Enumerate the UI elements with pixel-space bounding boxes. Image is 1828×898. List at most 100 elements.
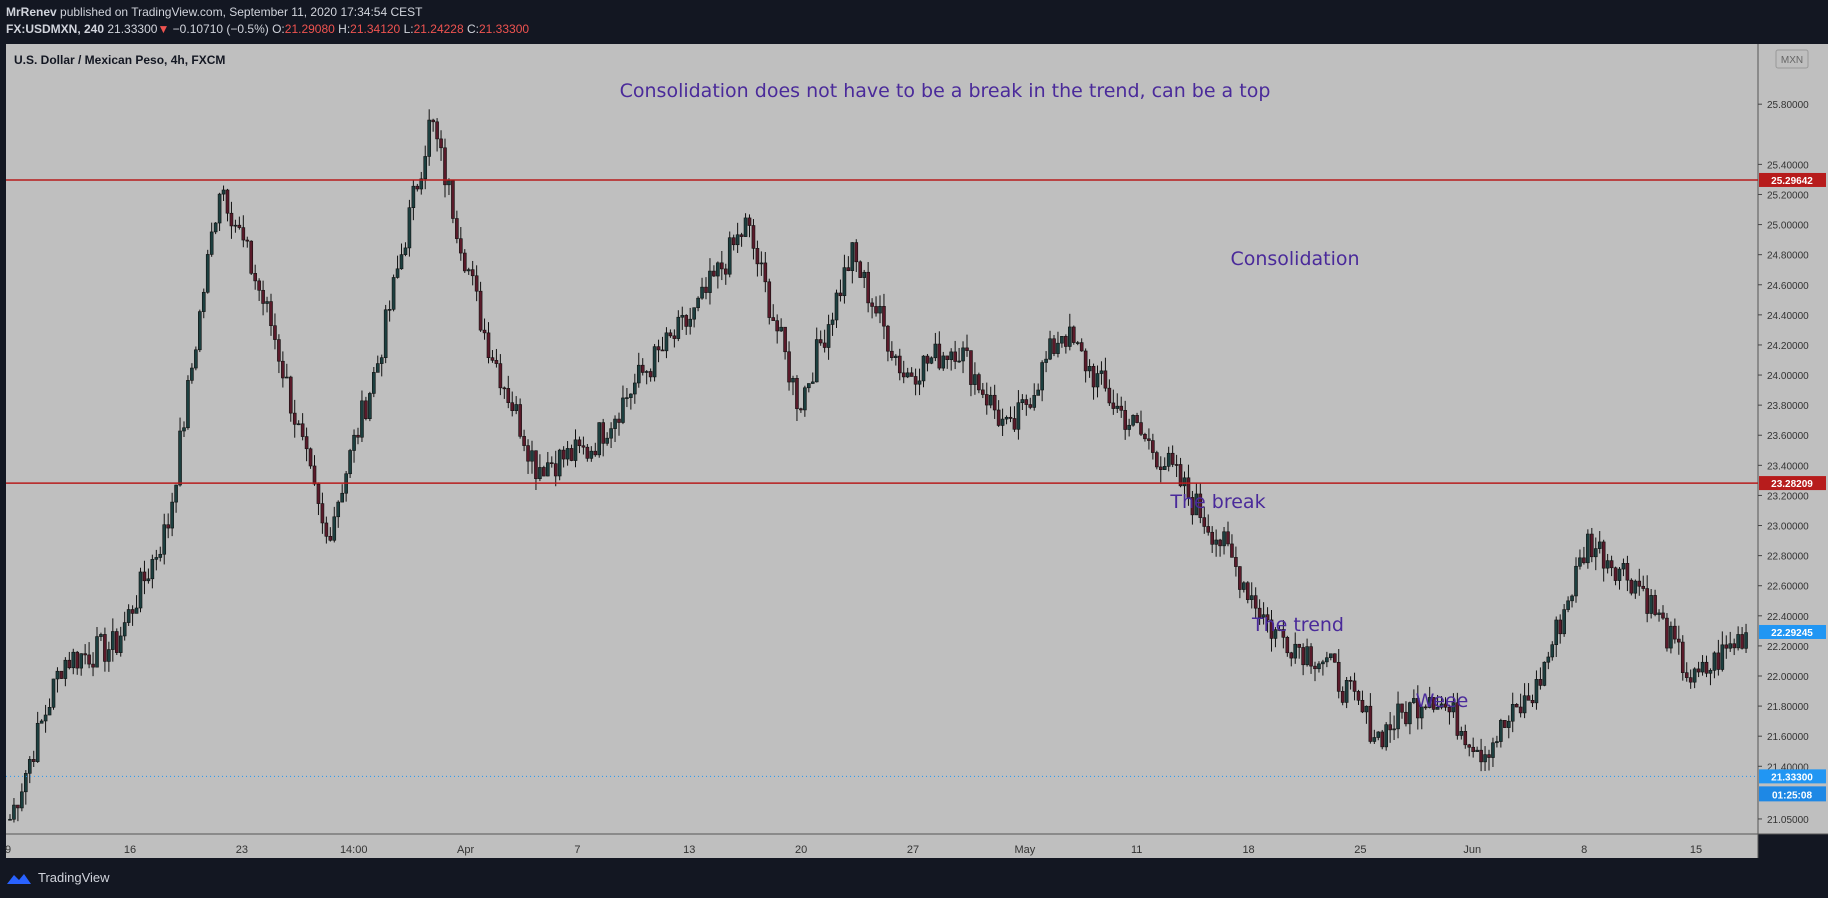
time-axis[interactable] bbox=[6, 834, 1758, 858]
candle-body bbox=[723, 268, 728, 275]
candle-body bbox=[901, 372, 906, 378]
countdown-label: 01:25:08 bbox=[1772, 790, 1812, 801]
annotations[interactable]: Consolidation does not have to be a brea… bbox=[620, 80, 1469, 712]
candle-body bbox=[1641, 585, 1646, 589]
candle-body bbox=[1499, 720, 1503, 742]
annotation-text[interactable]: The break bbox=[1169, 491, 1265, 513]
candle-body bbox=[455, 218, 459, 239]
candle-body bbox=[1586, 533, 1590, 564]
candle-body bbox=[1269, 619, 1274, 639]
candle-body bbox=[1166, 452, 1171, 467]
candle-body bbox=[186, 380, 190, 429]
candle-body bbox=[1514, 704, 1519, 708]
candle-body bbox=[1534, 679, 1539, 704]
candle-body bbox=[360, 400, 364, 438]
candle-body bbox=[1455, 702, 1460, 736]
candle-body bbox=[47, 707, 52, 716]
candle-body bbox=[1103, 370, 1108, 389]
candle-body bbox=[403, 247, 408, 255]
candle-body bbox=[712, 270, 716, 277]
candle-body bbox=[981, 389, 985, 395]
footer-brand[interactable]: TradingView bbox=[38, 870, 110, 885]
candle-body bbox=[138, 571, 143, 609]
candle-body bbox=[1558, 619, 1562, 635]
candle-body bbox=[874, 306, 878, 314]
candle-body bbox=[1317, 663, 1321, 670]
candle-body bbox=[285, 376, 289, 379]
candle-body bbox=[1087, 366, 1092, 372]
annotation-text[interactable]: Weee bbox=[1416, 690, 1469, 712]
candle-body bbox=[1416, 698, 1420, 719]
candle-body bbox=[862, 271, 866, 278]
down-arrow-icon: ▼ bbox=[157, 22, 170, 36]
candle-body bbox=[1008, 416, 1013, 419]
candle-body bbox=[221, 189, 226, 195]
candle-body bbox=[1325, 657, 1329, 663]
candle-body bbox=[1336, 661, 1341, 692]
candle-body bbox=[826, 324, 831, 348]
candle-body bbox=[814, 339, 819, 383]
currency-badge[interactable] bbox=[1775, 49, 1809, 69]
annotation-text[interactable]: The trend bbox=[1251, 614, 1344, 636]
candle-body bbox=[858, 261, 863, 278]
candle-body bbox=[494, 360, 499, 364]
candle-body bbox=[791, 378, 795, 383]
candle-body bbox=[379, 357, 384, 364]
candle-body bbox=[257, 280, 261, 291]
last-price: 21.33300 bbox=[107, 22, 158, 36]
candle-body bbox=[1036, 389, 1040, 396]
candle-body bbox=[957, 360, 961, 363]
candle-body bbox=[1447, 706, 1452, 713]
candle-body bbox=[241, 227, 246, 241]
candle-body bbox=[1617, 568, 1622, 581]
candle-body bbox=[585, 446, 590, 459]
candle-body bbox=[154, 557, 159, 560]
candle-body bbox=[1135, 415, 1139, 423]
author-name[interactable]: MrRenev bbox=[6, 5, 57, 19]
candle-body bbox=[549, 462, 554, 465]
candle-body bbox=[913, 376, 918, 385]
candle-body bbox=[1427, 697, 1432, 708]
candle-body bbox=[1127, 424, 1131, 430]
plot-area[interactable] bbox=[6, 44, 1758, 834]
candle-body bbox=[514, 404, 518, 411]
candle-body bbox=[1439, 703, 1444, 708]
candle-body bbox=[1313, 665, 1317, 670]
candle-body bbox=[767, 281, 772, 318]
candle-body bbox=[1388, 724, 1392, 731]
price-tags: 25.29642 23.28209 22.29245 21.33300 01:25:08 bbox=[1759, 172, 1826, 802]
candle-body bbox=[1111, 402, 1116, 409]
time-ticks: 9 16 23 14:00 Apr 7 13 20 27 May 11 18 25 Jun 8 15 bbox=[5, 844, 1702, 856]
candle-body bbox=[1107, 387, 1112, 404]
annotation-text[interactable]: Consolidation bbox=[1230, 248, 1359, 270]
candle-body bbox=[194, 349, 198, 369]
candle-body bbox=[1408, 702, 1412, 725]
candle-body bbox=[415, 185, 420, 190]
annotation-text[interactable]: Consolidation does not have to be a brea… bbox=[620, 80, 1271, 102]
candle-body bbox=[1068, 326, 1072, 347]
candle-body bbox=[312, 465, 317, 485]
horizontal-lines[interactable] bbox=[6, 179, 1758, 777]
candle-body bbox=[1210, 531, 1214, 545]
candle-body bbox=[1495, 741, 1499, 744]
tradingview-logo-icon[interactable] bbox=[6, 871, 32, 885]
candle-body bbox=[1530, 699, 1535, 704]
candle-body bbox=[530, 450, 534, 462]
candle-body bbox=[8, 818, 12, 821]
candle-body bbox=[589, 450, 594, 459]
candle-body bbox=[1673, 625, 1677, 640]
candle-body bbox=[878, 306, 882, 314]
candle-body bbox=[949, 351, 953, 360]
open-value: 21.29080 bbox=[284, 22, 335, 36]
candle-body bbox=[854, 242, 859, 263]
candle-body bbox=[1605, 560, 1610, 569]
candle-body bbox=[1601, 541, 1606, 569]
price-tick-label: 21.60000 bbox=[1767, 732, 1809, 743]
candle-body bbox=[1178, 464, 1183, 487]
candle-body bbox=[320, 503, 325, 524]
level-price-tag bbox=[1759, 476, 1826, 491]
candle-body bbox=[1190, 497, 1195, 516]
candle-body bbox=[510, 402, 515, 411]
candle-body bbox=[27, 759, 32, 774]
